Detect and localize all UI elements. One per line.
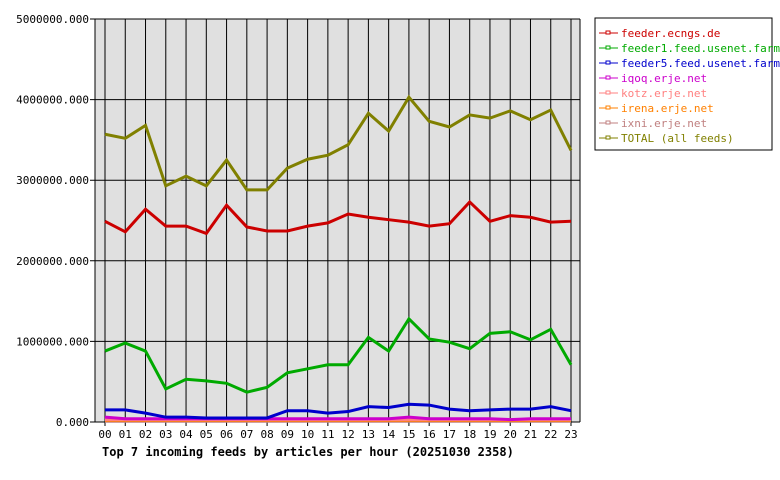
x-tick-label: 23 (564, 428, 577, 441)
legend-marker (605, 105, 611, 110)
y-tick-label: 4000000.000 (16, 94, 89, 107)
x-tick-label: 13 (362, 428, 375, 441)
x-tick-label: 17 (443, 428, 456, 441)
y-tick-label: 5000000.000 (16, 13, 89, 26)
legend-marker (605, 135, 611, 140)
y-tick-label: 3000000.000 (16, 174, 89, 187)
y-tick-label: 0.000 (56, 416, 89, 429)
x-tick-label: 10 (301, 428, 314, 441)
plot-background (95, 19, 580, 422)
legend-marker (605, 120, 611, 125)
legend-label: ixni.erje.net (621, 117, 707, 130)
legend-item: feeder1.feed.usenet.farm (599, 42, 780, 55)
x-tick-label: 12 (342, 428, 355, 441)
x-tick-label: 22 (544, 428, 557, 441)
x-tick-label: 20 (504, 428, 517, 441)
x-tick-label: 07 (240, 428, 253, 441)
legend-marker (605, 60, 611, 65)
series-line-feeder5-feed-usenet-farm (105, 402, 572, 420)
x-tick-label: 18 (463, 428, 476, 441)
legend-item: TOTAL (all feeds) (599, 132, 734, 145)
x-tick-label: 08 (260, 428, 273, 441)
y-tick-label: 2000000.000 (16, 255, 89, 268)
legend-label: feeder.ecngs.de (621, 27, 720, 40)
legend-item: feeder5.feed.usenet.farm (599, 57, 780, 70)
x-tick-label: 06 (220, 428, 233, 441)
legend-label: irena.erje.net (621, 102, 714, 115)
x-tick-label: 02 (139, 428, 152, 441)
x-tick-label: 15 (402, 428, 415, 441)
legend-label: TOTAL (all feeds) (621, 132, 734, 145)
legend-label: kotz.erje.net (621, 87, 707, 100)
legend-label: iqoq.erje.net (621, 72, 707, 85)
legend-item: iqoq.erje.net (599, 72, 707, 85)
x-tick-label: 14 (382, 428, 396, 441)
legend-item: ixni.erje.net (599, 117, 707, 130)
legend-item: kotz.erje.net (599, 87, 707, 100)
legend-box (594, 17, 773, 151)
legend-item: feeder.ecngs.de (599, 27, 720, 40)
x-tick-label: 00 (98, 428, 111, 441)
legend-marker (605, 90, 611, 95)
x-tick-label: 21 (524, 428, 537, 441)
series-line-iqoq-erje-net (104, 415, 571, 422)
legend-label: feeder5.feed.usenet.farm (621, 57, 780, 70)
x-tick-label: 11 (321, 428, 334, 441)
series-line-feeder1-feed-usenet-farm (104, 316, 573, 394)
series-line-total-all-feeds- (104, 94, 573, 192)
y-tick-label: 1000000.000 (16, 335, 89, 348)
chart-title: Top 7 incoming feeds by articles per hou… (102, 445, 514, 459)
legend-marker (605, 45, 611, 50)
legend-item: irena.erje.net (599, 102, 714, 115)
series-line-feeder-ecngs-de (104, 199, 572, 236)
x-tick-label: 09 (281, 428, 294, 441)
x-tick-label: 16 (423, 428, 436, 441)
legend-marker (605, 30, 611, 35)
legend-marker (605, 75, 611, 80)
x-tick-label: 03 (159, 428, 172, 441)
x-tick-label: 01 (119, 428, 132, 441)
legend-label: feeder1.feed.usenet.farm (621, 42, 780, 55)
x-tick-label: 19 (483, 428, 496, 441)
x-tick-label: 05 (200, 428, 213, 441)
x-tick-label: 04 (179, 428, 193, 441)
